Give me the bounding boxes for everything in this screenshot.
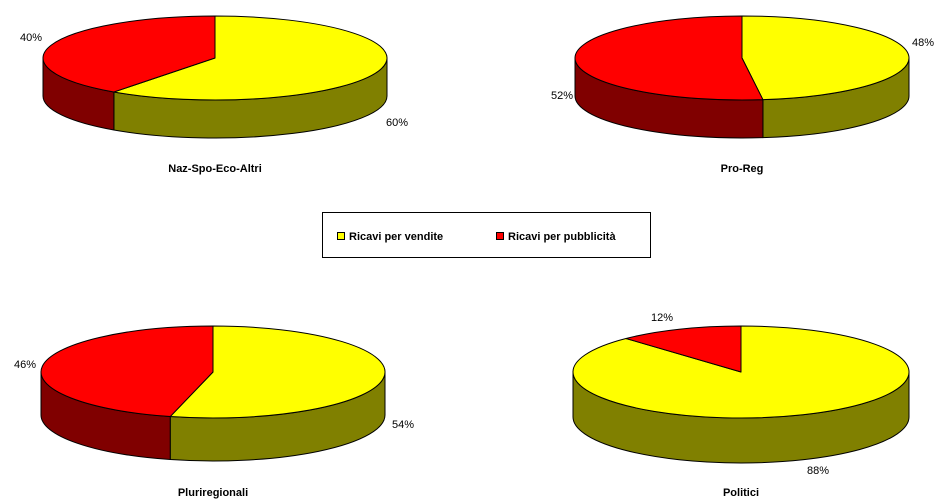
- pie-2-data-label-2: 52%: [551, 90, 573, 102]
- legend-box: [322, 212, 651, 258]
- pie-4-slice-2: [625, 325, 742, 373]
- pie-3-slice-2: [40, 325, 214, 418]
- pie-1-slice-2: [42, 15, 216, 93]
- pie-3-data-label-2: 46%: [14, 359, 36, 371]
- legend-swatch-vendite: [337, 232, 345, 240]
- pie-4-data-label-1: 88%: [807, 465, 829, 477]
- legend: Ricavi per vendite Ricavi per pubblicità: [322, 212, 651, 258]
- pie-3-title: Pluriregionali: [178, 487, 248, 499]
- legend-label-pubblicita: Ricavi per pubblicità: [508, 231, 616, 243]
- pies-group: 60% 40% Naz-Spo-Eco-Altri 48% 52% Pro-Reg 54% 4…: [14, 15, 934, 499]
- pie-4-data-label-2: 12%: [651, 312, 673, 324]
- legend-swatch-pubblicita: [496, 232, 504, 240]
- pie-2-slice-1: [741, 15, 910, 101]
- pie-1-title: Naz-Spo-Eco-Altri: [168, 163, 262, 175]
- pie-3-slice-1: [169, 325, 386, 419]
- pie-chart-1: 60% 40% Naz-Spo-Eco-Altri: [20, 15, 408, 175]
- pie-chart-3: 54% 46% Pluriregionali: [14, 325, 414, 499]
- pie-1-data-label-1: 60%: [386, 117, 408, 129]
- pie-1-slice-1: [113, 15, 388, 101]
- pie-4-slice-1: [572, 325, 910, 419]
- pie-1-data-label-2: 40%: [20, 32, 42, 44]
- pie-chart-4: 88% 12% Politici: [572, 312, 910, 499]
- pie-4-title: Politici: [723, 487, 759, 499]
- legend-label-vendite: Ricavi per vendite: [349, 231, 443, 243]
- pie-3-data-label-1: 54%: [392, 419, 414, 431]
- pie-chart-2: 48% 52% Pro-Reg: [551, 15, 934, 175]
- pie-2-data-label-1: 48%: [912, 37, 934, 49]
- pie-2-title: Pro-Reg: [721, 163, 764, 175]
- pie-2-slice-2: [574, 15, 764, 101]
